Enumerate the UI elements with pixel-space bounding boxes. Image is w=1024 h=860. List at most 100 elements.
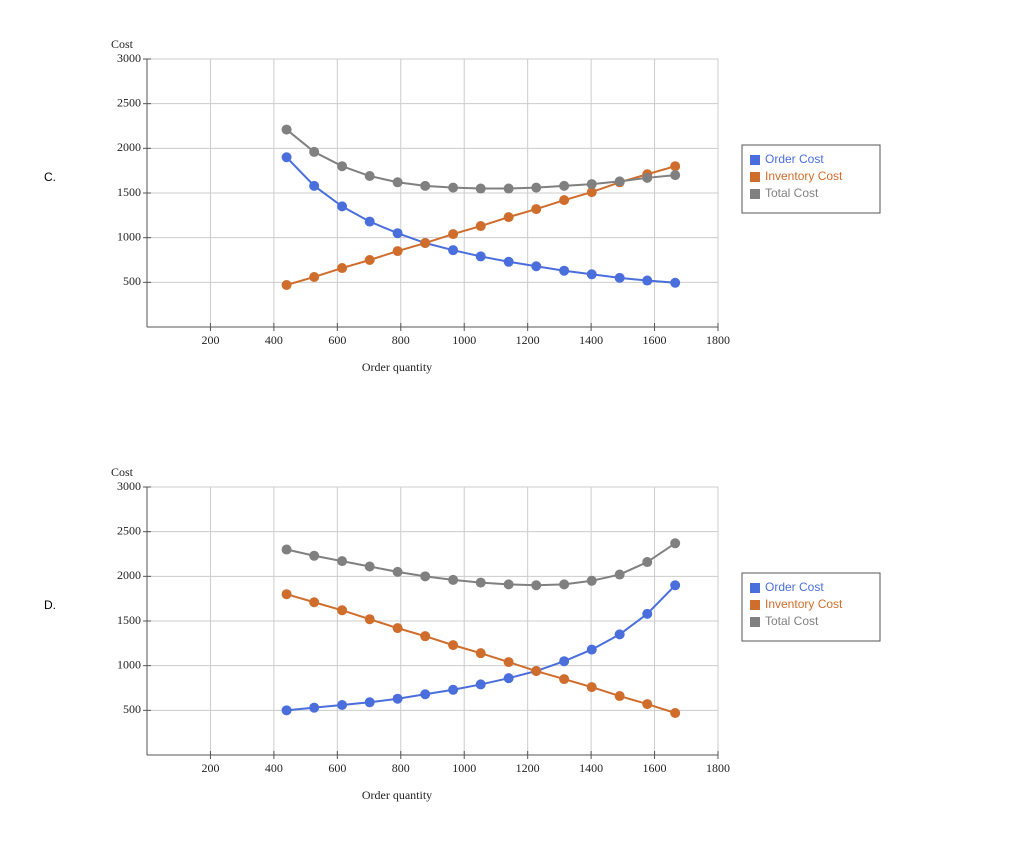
- x-tick-label: 600: [328, 333, 346, 347]
- x-tick-label: 800: [392, 333, 410, 347]
- data-point: [559, 656, 570, 667]
- legend-box: [741, 144, 881, 214]
- data-point: [586, 575, 597, 586]
- data-point: [420, 238, 431, 249]
- data-point: [309, 550, 320, 561]
- data-point: [531, 182, 542, 193]
- data-point: [309, 702, 320, 713]
- y-tick-label: 500: [123, 702, 141, 716]
- x-tick-label: 1600: [643, 761, 667, 775]
- x-axis-label: Order quantity: [362, 360, 432, 374]
- y-tick-label: 1000: [117, 229, 141, 243]
- data-point: [586, 179, 597, 190]
- y-tick-label: 3000: [117, 479, 141, 493]
- data-point: [642, 608, 653, 619]
- data-point: [392, 693, 403, 704]
- data-point: [503, 673, 514, 684]
- y-tick-label: 2000: [117, 568, 141, 582]
- x-tick-label: 400: [265, 761, 283, 775]
- data-point: [670, 580, 681, 591]
- data-point: [586, 682, 597, 693]
- data-point: [531, 204, 542, 215]
- data-point: [559, 579, 570, 590]
- data-point: [531, 580, 542, 591]
- data-point: [614, 176, 625, 187]
- data-point: [337, 605, 348, 616]
- data-point: [392, 177, 403, 188]
- data-point: [503, 579, 514, 590]
- x-tick-label: 1600: [643, 333, 667, 347]
- y-tick-label: 500: [123, 274, 141, 288]
- y-tick-label: 2500: [117, 95, 141, 109]
- x-tick-label: 600: [328, 761, 346, 775]
- data-point: [503, 256, 514, 267]
- data-point: [614, 691, 625, 702]
- legend-label: Order Cost: [765, 580, 824, 594]
- data-point: [392, 228, 403, 239]
- data-point: [448, 229, 459, 240]
- y-tick-label: 1500: [117, 185, 141, 199]
- data-point: [614, 272, 625, 283]
- x-tick-label: 200: [201, 761, 219, 775]
- x-tick-label: 400: [265, 333, 283, 347]
- data-point: [503, 657, 514, 668]
- data-point: [281, 280, 292, 291]
- data-point: [337, 201, 348, 212]
- legend-label: Total Cost: [765, 186, 819, 200]
- y-tick-label: 2000: [117, 140, 141, 154]
- data-point: [586, 269, 597, 280]
- legend-swatch: [750, 600, 760, 610]
- data-point: [475, 221, 486, 232]
- y-tick-label: 1000: [117, 657, 141, 671]
- legend-box: [741, 572, 881, 642]
- data-point: [364, 255, 375, 265]
- data-point: [670, 161, 681, 172]
- legend-swatch: [750, 617, 760, 627]
- data-point: [337, 556, 348, 567]
- data-point: [475, 679, 486, 690]
- data-point: [364, 561, 375, 572]
- data-point: [475, 577, 486, 588]
- legend-swatch: [750, 155, 760, 165]
- data-point: [614, 629, 625, 640]
- x-tick-label: 1000: [452, 761, 476, 775]
- data-point: [670, 277, 681, 288]
- y-axis-label: Cost: [111, 37, 134, 51]
- x-axis-label: Order quantity: [362, 788, 432, 802]
- x-tick-label: 1000: [452, 333, 476, 347]
- x-tick-label: 1400: [579, 761, 603, 775]
- data-point: [364, 216, 375, 227]
- data-point: [448, 245, 459, 256]
- x-tick-label: 1800: [706, 333, 730, 347]
- data-point: [364, 171, 375, 182]
- data-point: [281, 705, 292, 716]
- data-point: [364, 697, 375, 708]
- data-point: [642, 557, 653, 568]
- data-point: [475, 648, 486, 659]
- data-point: [531, 666, 542, 677]
- data-point: [420, 631, 431, 642]
- data-point: [337, 699, 348, 710]
- data-point: [392, 566, 403, 577]
- y-tick-label: 1500: [117, 613, 141, 627]
- legend-label: Order Cost: [765, 152, 824, 166]
- data-point: [364, 614, 375, 625]
- data-point: [559, 265, 570, 276]
- data-point: [670, 170, 681, 181]
- legend-swatch: [750, 189, 760, 199]
- data-point: [586, 187, 597, 198]
- data-point: [309, 146, 320, 157]
- data-point: [531, 261, 542, 272]
- legend-swatch: [750, 172, 760, 182]
- chart: C. Cost Order quantity 500 1000 1500 2000 2500 3…: [44, 37, 881, 374]
- x-tick-label: 1800: [706, 761, 730, 775]
- y-tick-label: 2500: [117, 523, 141, 537]
- data-point: [448, 182, 459, 193]
- data-point: [337, 263, 348, 274]
- option-label: C.: [44, 170, 56, 184]
- data-point: [448, 640, 459, 651]
- data-point: [642, 699, 653, 710]
- legend-label: Inventory Cost: [765, 597, 843, 611]
- data-point: [281, 589, 292, 600]
